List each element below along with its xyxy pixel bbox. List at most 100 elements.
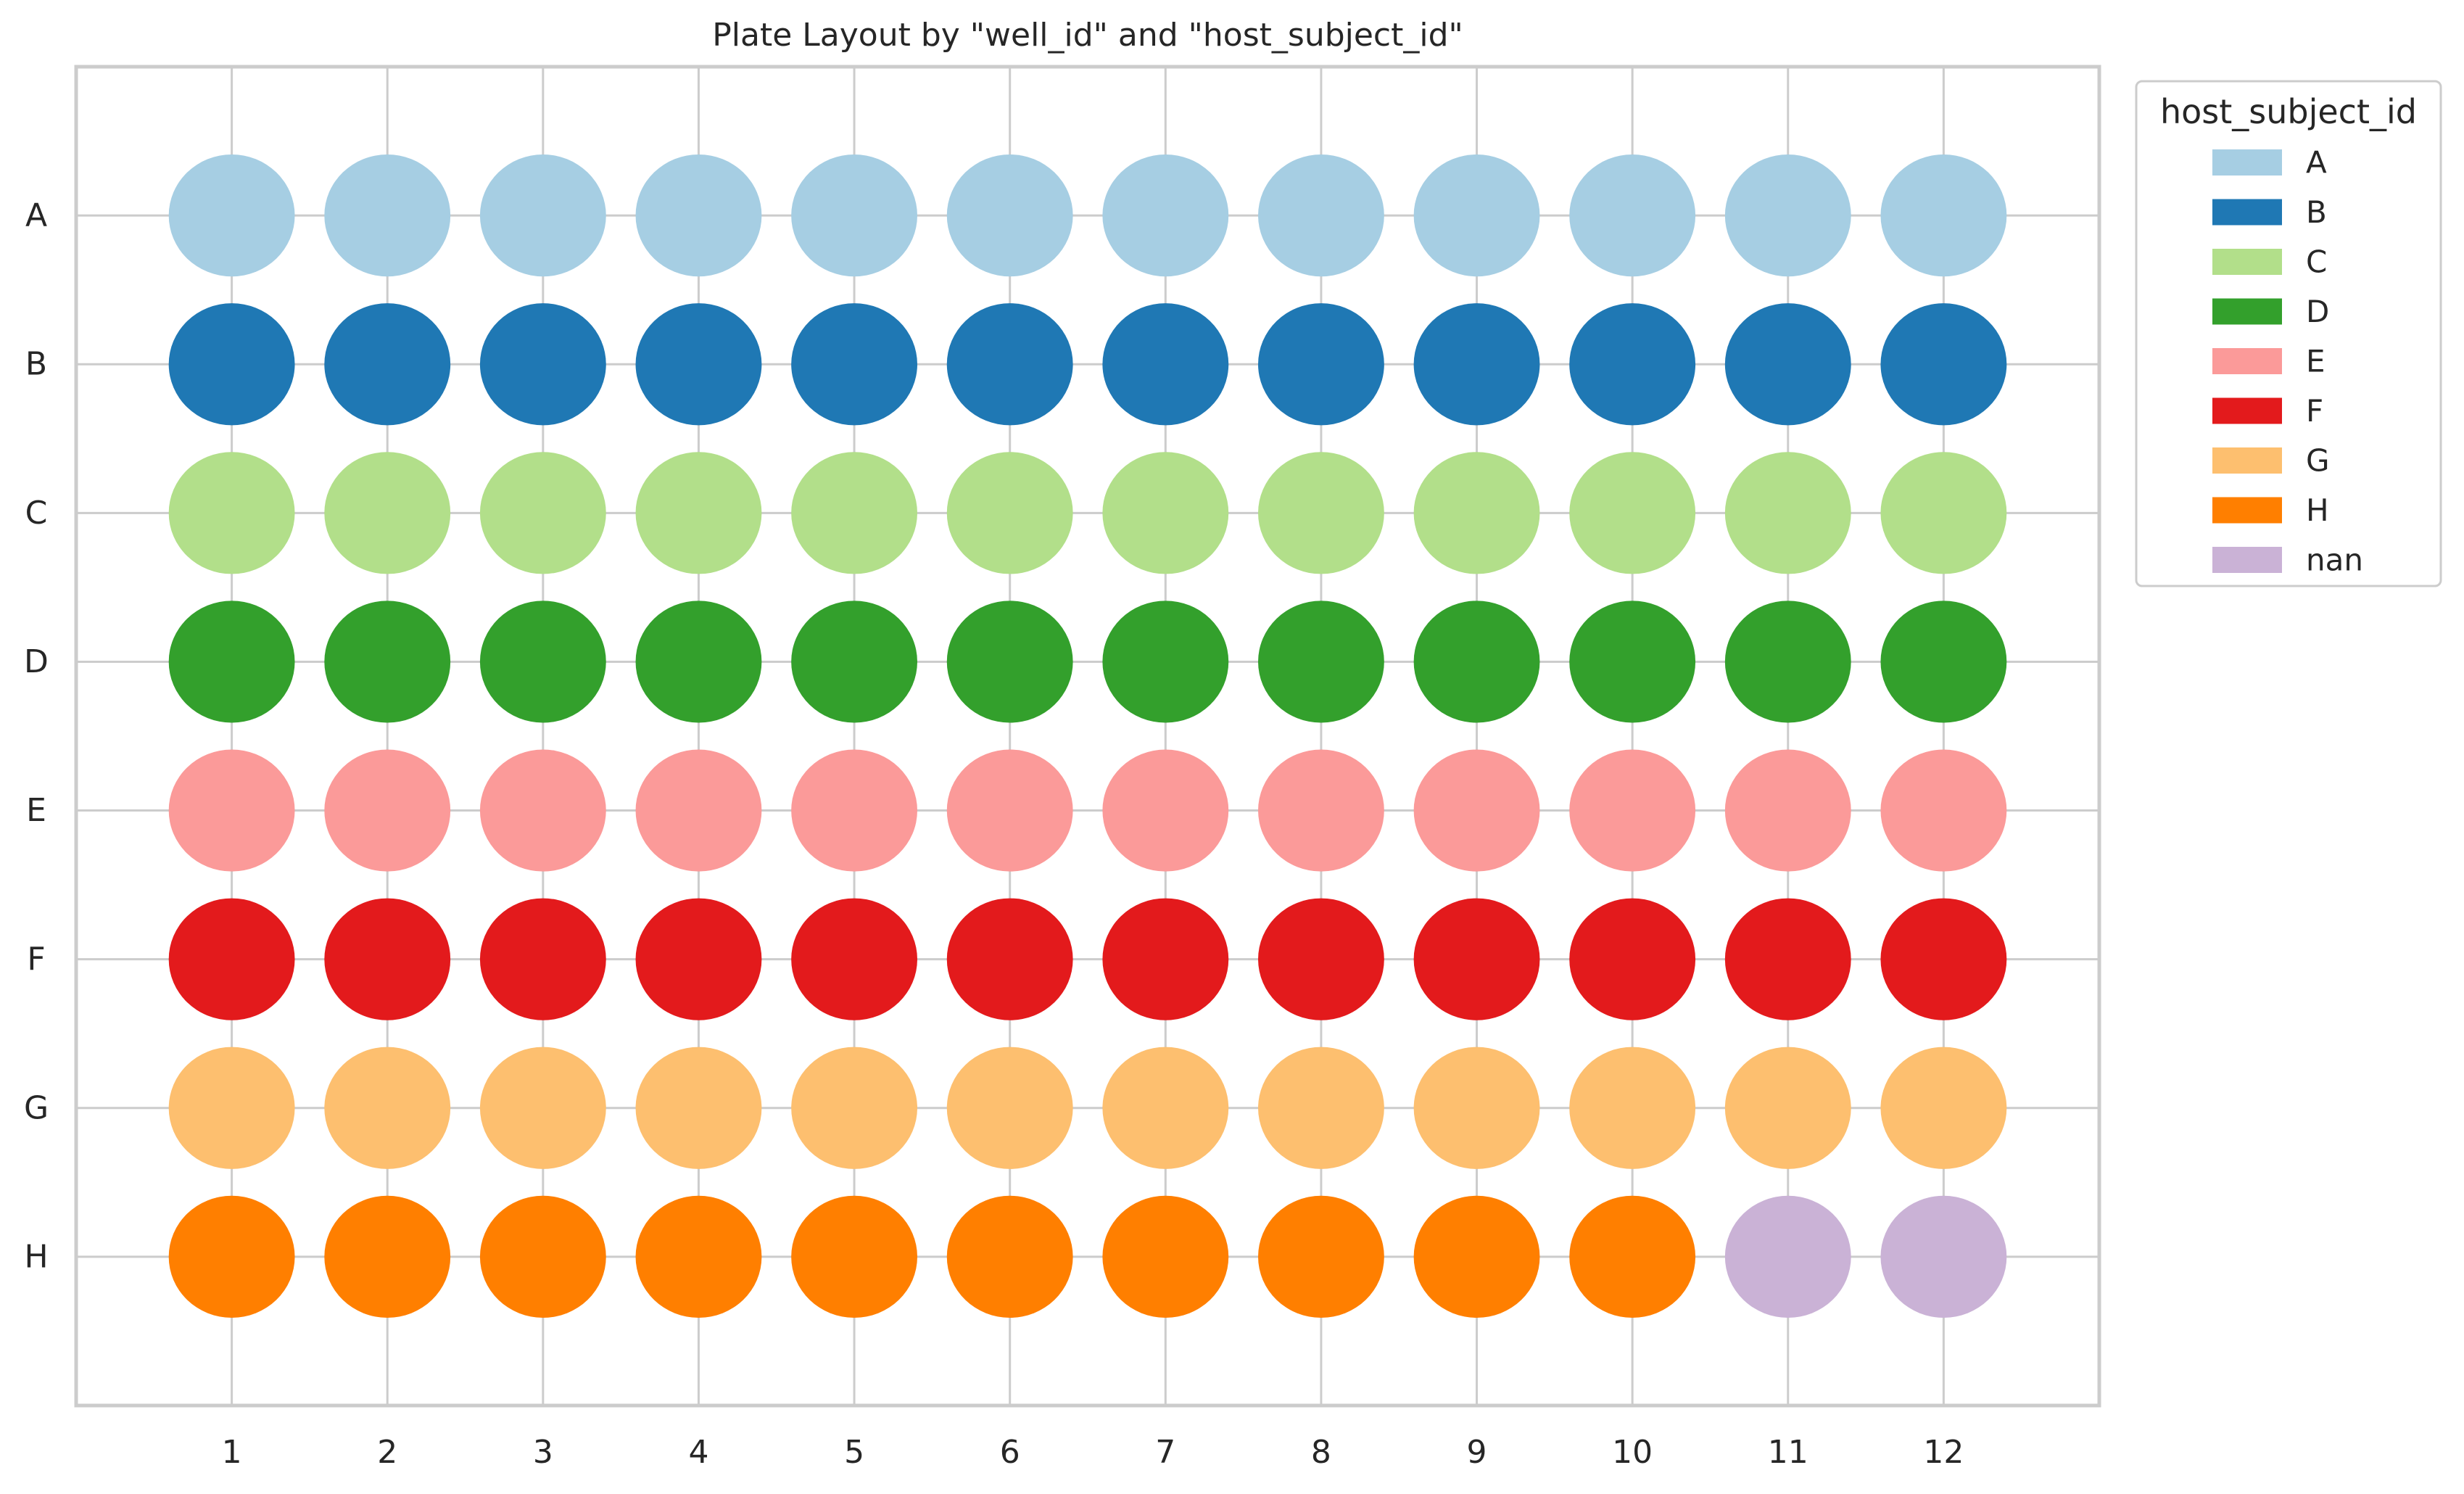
chart-title: Plate Layout by "well_id" and "host_subj… (712, 17, 1463, 54)
legend-frame (2135, 80, 2442, 587)
well-F6 (946, 898, 1073, 1020)
x-tick-label: 1 (222, 1434, 242, 1471)
well-B7 (1102, 303, 1229, 426)
well-F1 (168, 898, 295, 1020)
x-tick-label: 8 (1311, 1434, 1331, 1471)
well-C5 (791, 452, 917, 574)
well-D10 (1569, 601, 1696, 723)
legend-swatch (2212, 447, 2282, 474)
well-B2 (324, 303, 451, 426)
well-G10 (1569, 1047, 1696, 1169)
well-D4 (635, 601, 762, 723)
well-D11 (1724, 601, 1851, 723)
well-A3 (479, 154, 606, 277)
well-G12 (1880, 1047, 2007, 1169)
x-tick-label: 3 (533, 1434, 553, 1471)
well-E5 (791, 749, 917, 872)
x-tick-labels: 1 2 3 4 5 6 7 8 9 10 11 12 (222, 1434, 1964, 1471)
y-tick-label: C (25, 495, 48, 532)
well-A10 (1569, 154, 1696, 277)
well-H11 (1724, 1195, 1851, 1318)
well-B1 (168, 303, 295, 426)
x-tick-label: 10 (1612, 1434, 1653, 1471)
well-D6 (946, 601, 1073, 723)
well-B4 (635, 303, 762, 426)
x-tick-label: 2 (377, 1434, 397, 1471)
y-tick-label: G (24, 1089, 49, 1126)
plot-frame (74, 65, 2101, 1408)
well-E1 (168, 749, 295, 872)
well-G2 (324, 1047, 451, 1169)
legend-label: D (2306, 294, 2329, 329)
well-B3 (479, 303, 606, 426)
x-tick-label: 4 (688, 1434, 708, 1471)
well-C7 (1102, 452, 1229, 574)
well-F5 (791, 898, 917, 1020)
legend-swatch (2212, 298, 2282, 325)
well-D7 (1102, 601, 1229, 723)
legend-swatch (2212, 199, 2282, 226)
well-H2 (324, 1195, 451, 1318)
well-E6 (946, 749, 1073, 872)
well-H5 (791, 1195, 917, 1318)
plate-wells (168, 154, 2007, 1318)
legend-swatch (2212, 348, 2282, 374)
well-B5 (791, 303, 917, 426)
well-G11 (1724, 1047, 1851, 1169)
well-G5 (791, 1047, 917, 1169)
well-A4 (635, 154, 762, 277)
legend-label: E (2306, 344, 2325, 379)
well-A8 (1258, 154, 1384, 277)
well-F10 (1569, 898, 1696, 1020)
y-tick-label: E (26, 792, 46, 829)
well-E4 (635, 749, 762, 872)
legend-swatch (2212, 149, 2282, 176)
well-G3 (479, 1047, 606, 1169)
well-G9 (1413, 1047, 1540, 1169)
well-A1 (168, 154, 295, 277)
well-F11 (1724, 898, 1851, 1020)
legend-swatch (2212, 547, 2282, 573)
well-A2 (324, 154, 451, 277)
well-B9 (1413, 303, 1540, 426)
well-E11 (1724, 749, 1851, 872)
y-tick-label: D (24, 643, 49, 680)
well-D8 (1258, 601, 1384, 723)
well-A9 (1413, 154, 1540, 277)
well-F12 (1880, 898, 2007, 1020)
well-D2 (324, 601, 451, 723)
well-B12 (1880, 303, 2007, 426)
plot-background (76, 67, 2099, 1406)
well-E9 (1413, 749, 1540, 872)
well-H9 (1413, 1195, 1540, 1318)
x-tick-label: 7 (1155, 1434, 1175, 1471)
x-tick-label: 5 (844, 1434, 864, 1471)
legend-label: F (2306, 393, 2323, 429)
x-tick-label: 12 (1923, 1434, 1964, 1471)
legend-label: A (2306, 145, 2327, 181)
well-H7 (1102, 1195, 1229, 1318)
legend-title: host_subject_id (2160, 92, 2417, 131)
well-H8 (1258, 1195, 1384, 1318)
well-A6 (946, 154, 1073, 277)
well-E10 (1569, 749, 1696, 872)
well-D1 (168, 601, 295, 723)
well-B11 (1724, 303, 1851, 426)
x-tick-label: 11 (1768, 1434, 1808, 1471)
legend-label: B (2306, 194, 2327, 230)
well-H12 (1880, 1195, 2007, 1318)
well-C12 (1880, 452, 2007, 574)
well-F9 (1413, 898, 1540, 1020)
well-H4 (635, 1195, 762, 1318)
legend-swatch (2212, 397, 2282, 424)
well-F2 (324, 898, 451, 1020)
well-C6 (946, 452, 1073, 574)
well-C8 (1258, 452, 1384, 574)
well-E8 (1258, 749, 1384, 872)
legend-swatch (2212, 497, 2282, 524)
y-tick-label: B (25, 346, 47, 383)
well-E2 (324, 749, 451, 872)
well-G8 (1258, 1047, 1384, 1169)
